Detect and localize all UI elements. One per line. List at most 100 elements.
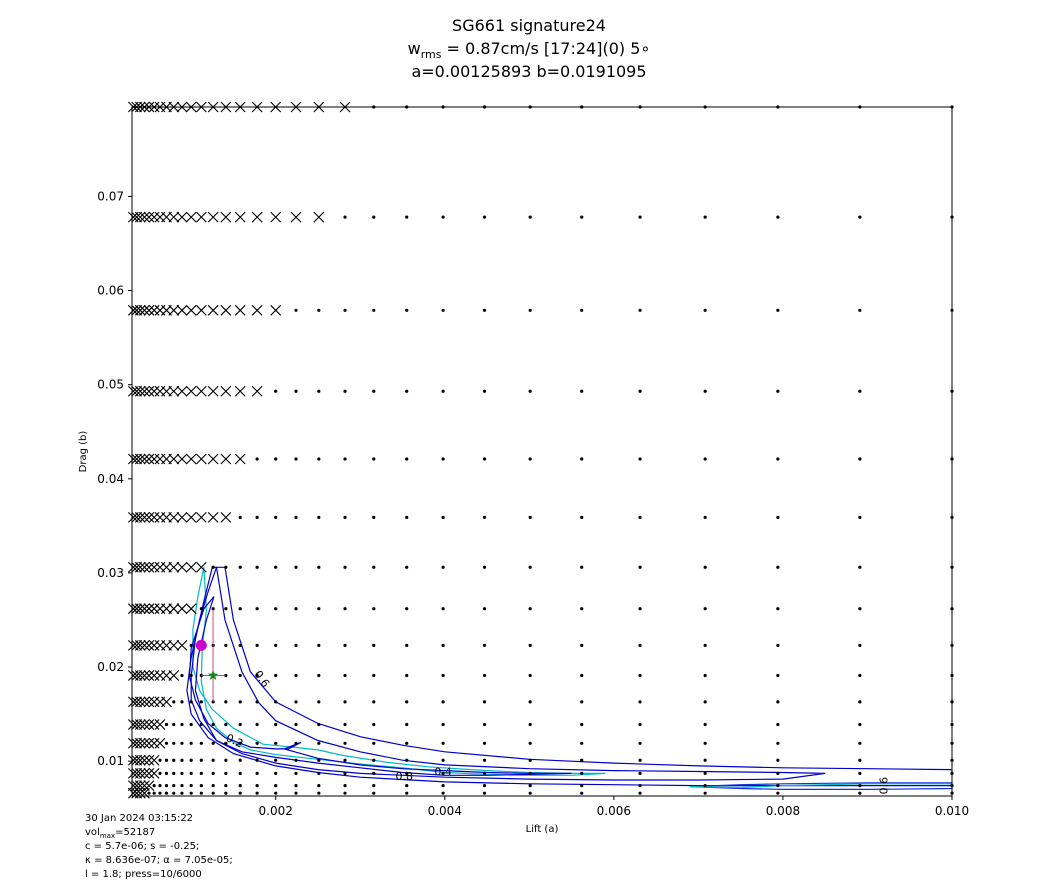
- grid-dot: [776, 607, 780, 611]
- grid-dot: [703, 771, 707, 776]
- grid-dot: [528, 791, 532, 795]
- grid-dot: [580, 758, 584, 762]
- grid-dot: [255, 784, 259, 788]
- grid-dot: [255, 607, 259, 611]
- footer-vol-subscript: max: [99, 832, 116, 840]
- grid-dot: [703, 215, 707, 219]
- grid-dot: [858, 771, 862, 776]
- grid-dot: [703, 791, 707, 795]
- grid-dot: [224, 741, 228, 745]
- y-tick-label: 0.06: [97, 284, 124, 298]
- y-axis-label: Drag (b): [78, 431, 89, 473]
- grid-dot: [294, 784, 298, 788]
- grid-dot: [158, 784, 162, 788]
- grid-dot: [172, 784, 176, 788]
- grid-dot: [343, 722, 347, 727]
- grid-cross: [313, 211, 325, 223]
- footer-vol-value: =52187: [115, 827, 156, 838]
- grid-cross: [139, 561, 150, 573]
- grid-dot: [638, 565, 642, 569]
- y-tick-label: 0.01: [97, 754, 124, 768]
- grid-cross: [134, 640, 146, 651]
- grid-dot: [776, 389, 780, 393]
- grid-dot: [776, 515, 780, 519]
- grid-dot: [343, 673, 347, 678]
- grid-dot: [372, 565, 376, 569]
- grid-dot: [776, 784, 780, 788]
- grid-cross: [139, 304, 150, 316]
- grid-dot: [441, 643, 445, 647]
- grid-dot: [189, 771, 193, 776]
- marker-layer: [195, 608, 226, 702]
- grid-dot: [238, 791, 242, 795]
- grid-dot: [294, 758, 298, 762]
- grid-dot: [224, 565, 228, 569]
- grid-cross: [168, 211, 180, 223]
- grid-dot: [224, 700, 228, 704]
- grid-dot: [294, 771, 298, 776]
- grid-cross: [139, 719, 150, 730]
- grid-dot: [638, 308, 642, 312]
- grid-dot: [152, 784, 156, 788]
- grid-dot: [199, 758, 203, 762]
- grid-dot: [199, 741, 203, 745]
- grid-cross: [251, 211, 263, 223]
- grid-cross: [148, 511, 160, 523]
- grid-dot: [274, 389, 278, 393]
- grid-dot: [224, 607, 228, 611]
- grid-dot: [638, 389, 642, 393]
- grid-dot: [274, 758, 278, 762]
- grid-dot: [776, 700, 780, 704]
- grid-cross: [139, 211, 150, 223]
- grid-cross: [185, 603, 197, 615]
- grid-cross: [143, 768, 155, 779]
- grid-dot: [482, 771, 487, 776]
- grid-dot: [703, 673, 707, 678]
- grid-cross: [134, 511, 146, 523]
- grid-dot: [405, 673, 409, 678]
- grid-cross: [134, 696, 146, 708]
- grid-dot: [858, 791, 862, 795]
- grid-cross: [220, 385, 232, 397]
- grid-dot: [224, 771, 228, 776]
- contour-line: [190, 566, 826, 781]
- grid-dot: [580, 457, 584, 461]
- grid-cross: [251, 385, 263, 397]
- grid-dot: [294, 389, 298, 393]
- grid-cross: [143, 780, 155, 792]
- grid-dot: [343, 457, 347, 461]
- grid-cross: [148, 754, 160, 766]
- grid-cross: [176, 603, 188, 615]
- grid-dot: [528, 700, 532, 704]
- grid-dot: [317, 771, 321, 776]
- grid-cross: [134, 754, 146, 766]
- footer-vol-prefix: vol: [85, 827, 100, 838]
- grid-cross: [131, 719, 143, 730]
- grid-dot: [528, 722, 532, 727]
- grid-dot: [189, 643, 193, 647]
- grid-dot: [172, 791, 176, 795]
- grid-cross: [220, 453, 232, 465]
- grid-dot: [858, 673, 862, 678]
- grid-dot: [405, 389, 409, 393]
- grid-dot: [580, 215, 584, 219]
- grid-cross: [168, 304, 180, 316]
- grid-dot: [255, 565, 259, 569]
- grid-cross: [176, 304, 188, 316]
- grid-cross: [176, 453, 188, 465]
- plot-frame: [131, 106, 953, 797]
- grid-dot: [858, 741, 862, 745]
- grid-cross: [131, 768, 143, 779]
- grid-dot: [528, 607, 532, 611]
- grid-dot: [858, 784, 862, 788]
- grid-dot: [580, 643, 584, 647]
- grid-dot: [858, 308, 862, 312]
- grid-cross: [139, 511, 150, 523]
- grid-cross: [134, 787, 146, 799]
- grid-dot: [858, 215, 862, 219]
- grid-dot: [776, 791, 780, 795]
- grid-cross: [270, 304, 282, 316]
- y-tick-label: 0.03: [97, 566, 124, 580]
- grid-dot: [703, 700, 707, 704]
